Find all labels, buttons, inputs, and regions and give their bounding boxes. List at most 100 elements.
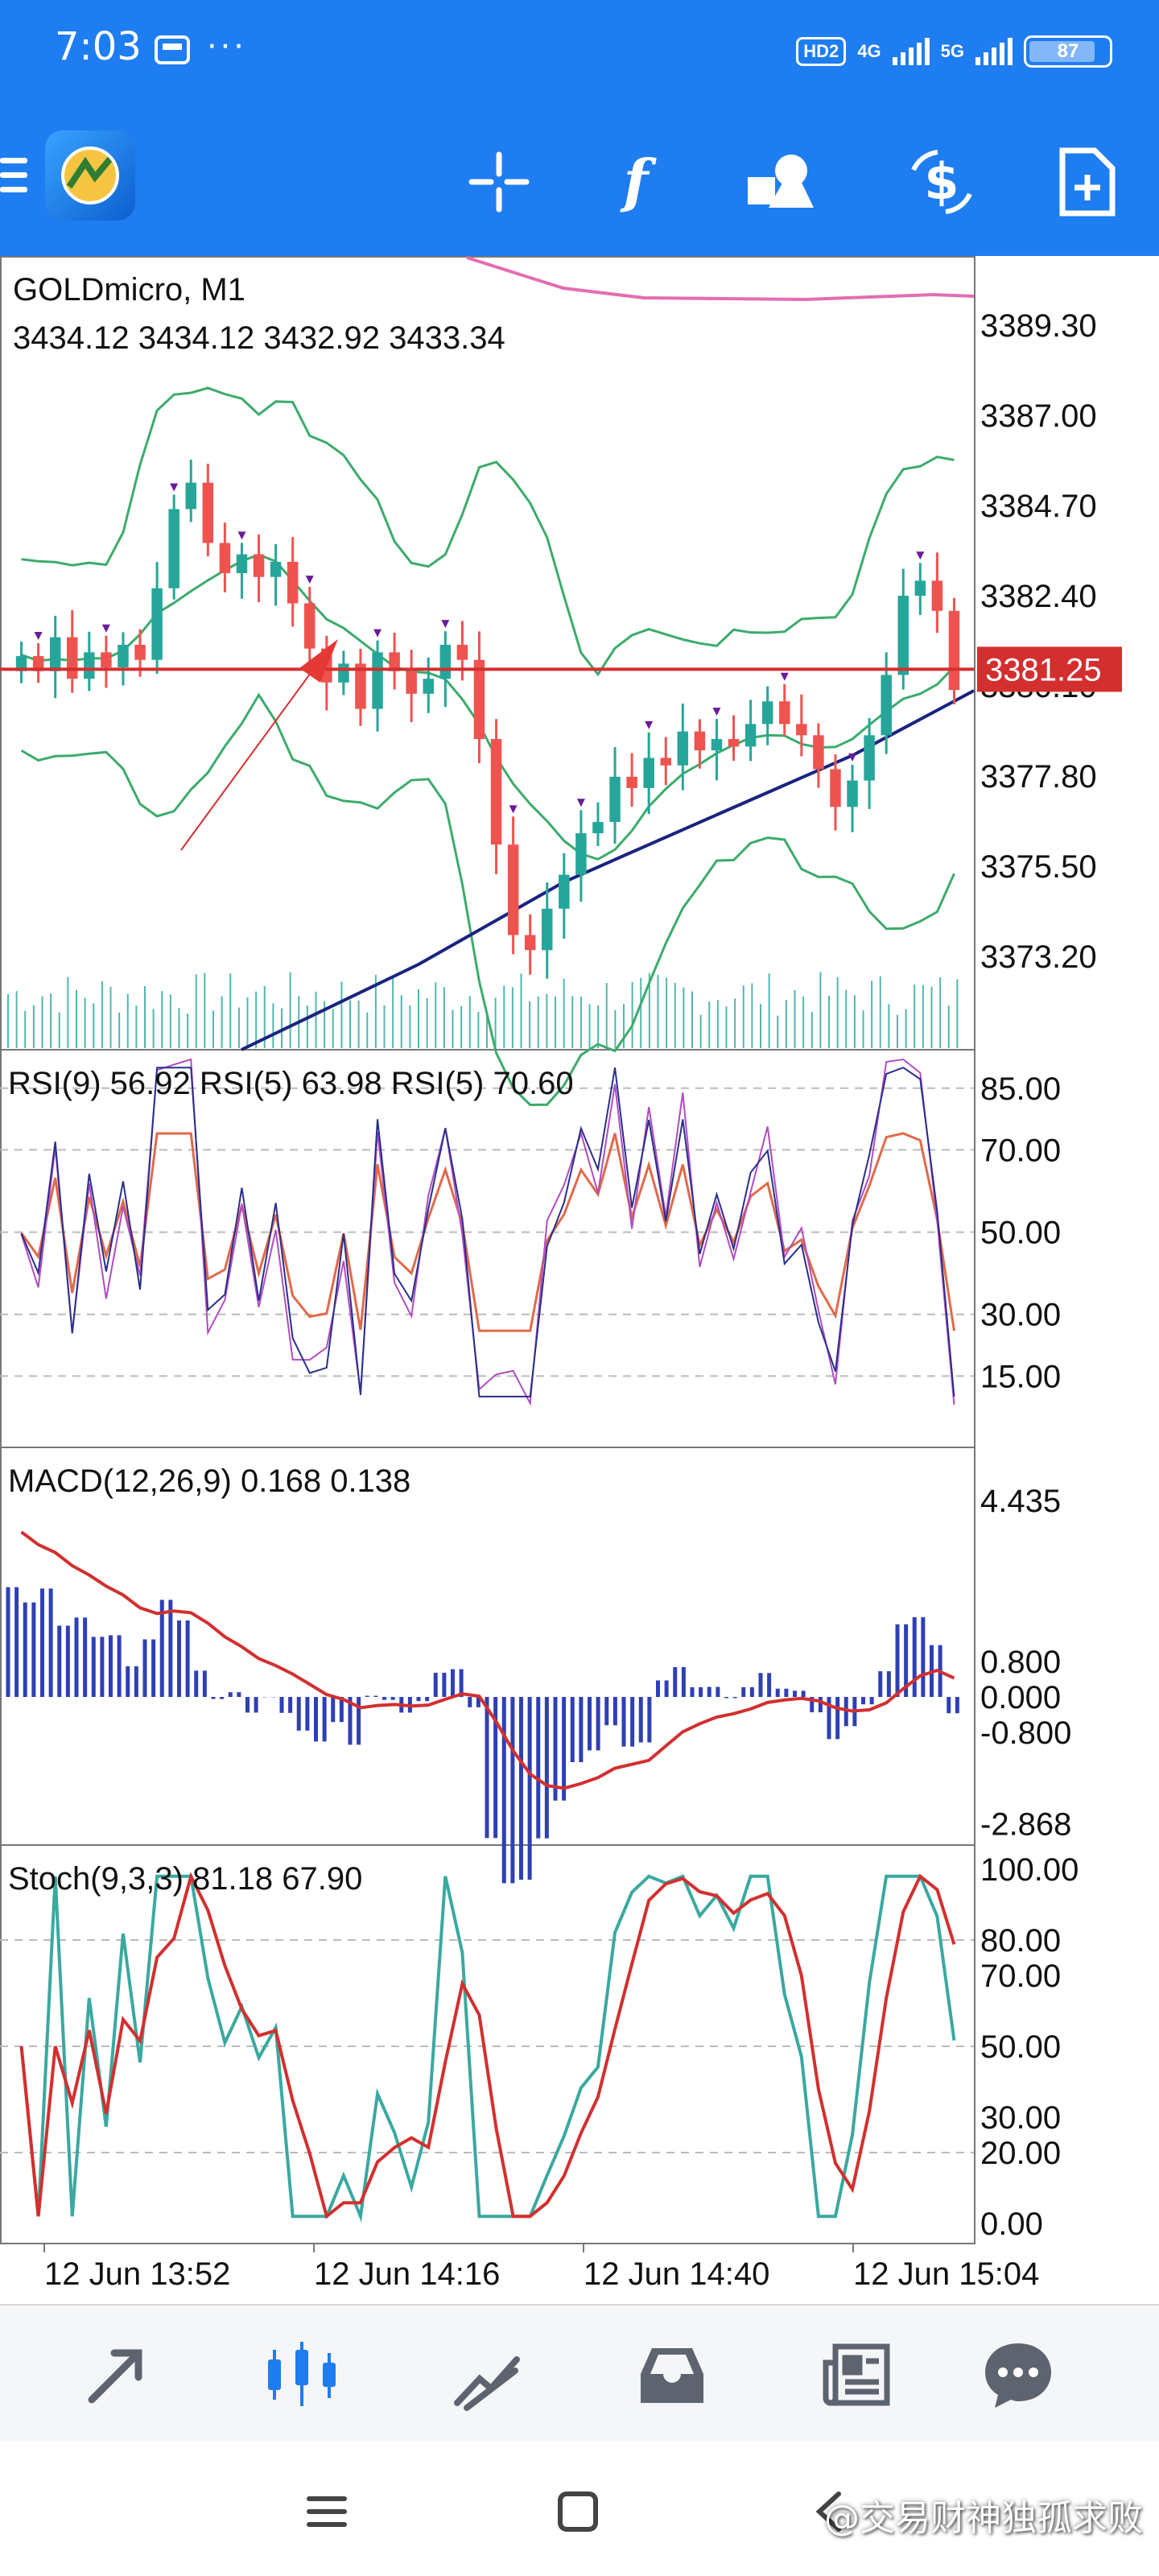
macd-tick-label: -2.868 bbox=[980, 1807, 1071, 1843]
candle-body bbox=[473, 659, 485, 740]
rsi-tick-label: 50.00 bbox=[980, 1216, 1061, 1251]
app-logo[interactable] bbox=[45, 130, 135, 221]
stoch-k-line bbox=[19, 1874, 956, 2223]
fractal-marker bbox=[305, 576, 314, 584]
price-tick-label: 3384.70 bbox=[980, 489, 1097, 524]
candle-body bbox=[626, 776, 637, 788]
crosshair-icon[interactable] bbox=[459, 142, 539, 222]
status-indicators: HD2 4G 5G 87 bbox=[796, 29, 1112, 74]
candle-body bbox=[524, 935, 536, 951]
candle-body bbox=[864, 735, 875, 781]
bollinger-middle-line bbox=[21, 553, 955, 861]
candle-body bbox=[728, 739, 740, 747]
chart-frame bbox=[0, 256, 975, 2244]
stoch-label: Stoch(9,3,3) 81.18 67.90 bbox=[8, 1861, 363, 1897]
chart-canvas[interactable]: 3389.303387.003384.703382.403380.103377.… bbox=[0, 256, 1159, 2301]
fractal-marker bbox=[237, 531, 246, 540]
time-tick-label: 12 Jun 15:04 bbox=[853, 2256, 1039, 2292]
news-icon[interactable] bbox=[813, 2334, 901, 2415]
arrow-annotation-head bbox=[299, 639, 338, 683]
fractal-marker bbox=[916, 551, 925, 560]
candle-body bbox=[84, 652, 95, 679]
rsi-tick-label: 15.00 bbox=[980, 1359, 1061, 1394]
stoch-tick-label: 100.00 bbox=[980, 1852, 1079, 1888]
signal-5g-icon bbox=[975, 38, 1013, 65]
candle-body bbox=[881, 675, 892, 736]
rsi-tick-label: 85.00 bbox=[980, 1071, 1061, 1107]
candle-body bbox=[897, 596, 909, 675]
home-icon[interactable] bbox=[546, 2479, 610, 2544]
trade-nav-icon[interactable] bbox=[443, 2334, 531, 2415]
candle-body bbox=[32, 656, 44, 671]
rsi-tick-label: 30.00 bbox=[980, 1298, 1061, 1333]
ohlc-label: 3434.12 3434.12 3432.92 3433.34 bbox=[13, 320, 505, 356]
candle-body bbox=[847, 780, 858, 807]
candle-body bbox=[287, 561, 299, 604]
moving-average-top-line bbox=[466, 256, 975, 302]
trade-icon[interactable]: $ bbox=[901, 142, 982, 222]
network-5g-label: 5G bbox=[940, 41, 964, 61]
stoch-tick-label: 50.00 bbox=[980, 2029, 1061, 2065]
price-tick-label: 3377.80 bbox=[980, 759, 1097, 795]
candle-body bbox=[118, 644, 129, 668]
macd-label: MACD(12,26,9) 0.168 0.138 bbox=[8, 1463, 411, 1499]
network-4g-label: 4G bbox=[857, 41, 881, 61]
stoch-tick-label: 20.00 bbox=[980, 2136, 1061, 2171]
candle-body bbox=[761, 701, 773, 724]
candle-body bbox=[304, 603, 316, 649]
fractal-marker bbox=[509, 805, 518, 814]
candle-body bbox=[559, 874, 570, 909]
recent-apps-icon[interactable] bbox=[295, 2479, 359, 2544]
candle-body bbox=[15, 656, 27, 671]
candle-body bbox=[372, 652, 383, 709]
macd-tick-label: -0.800 bbox=[980, 1715, 1071, 1751]
candle-body bbox=[439, 644, 452, 679]
current-price-label: 3381.25 bbox=[985, 652, 1102, 687]
svg-text:$: $ bbox=[924, 152, 959, 211]
candle-body bbox=[236, 554, 248, 573]
candle-body bbox=[67, 637, 78, 679]
candle-body bbox=[389, 652, 400, 671]
candle-body bbox=[914, 580, 926, 597]
candle-body bbox=[931, 580, 943, 611]
back-icon[interactable] bbox=[797, 2479, 861, 2544]
macd-tick-label: 0.800 bbox=[980, 1645, 1061, 1680]
battery-icon: 87 bbox=[1024, 35, 1112, 68]
candle-body bbox=[490, 739, 502, 845]
rsi-line-fast bbox=[20, 1067, 955, 1397]
indicators-icon[interactable]: f bbox=[596, 142, 676, 222]
stoch-tick-label: 30.00 bbox=[980, 2100, 1061, 2136]
candle-body bbox=[779, 701, 790, 724]
candle-body bbox=[711, 739, 723, 751]
fractal-marker bbox=[441, 620, 450, 629]
candle-body bbox=[456, 644, 468, 660]
chart-area[interactable]: 3389.303387.003384.703382.403380.103377.… bbox=[0, 256, 1159, 2301]
status-time: 7:03 bbox=[55, 24, 142, 69]
candle-body bbox=[575, 833, 587, 875]
bollinger-lower-line bbox=[20, 692, 955, 1106]
chart-icon[interactable] bbox=[258, 2334, 346, 2415]
history-icon[interactable] bbox=[628, 2334, 716, 2415]
candle-body bbox=[507, 844, 519, 935]
candle-body bbox=[338, 663, 349, 683]
candle-body bbox=[542, 908, 553, 951]
rsi-line-slow bbox=[20, 1132, 955, 1332]
objects-icon[interactable] bbox=[740, 142, 821, 222]
candle-body bbox=[101, 652, 112, 668]
quotes-icon[interactable] bbox=[72, 2334, 161, 2415]
fractal-marker bbox=[170, 483, 179, 492]
candle-body bbox=[49, 637, 61, 671]
menu-icon[interactable] bbox=[0, 158, 27, 198]
symbol-label: GOLDmicro, M1 bbox=[13, 272, 245, 308]
chat-icon[interactable] bbox=[974, 2334, 1062, 2415]
rsi-label: RSI(9) 56.92 RSI(5) 63.98 RSI(5) 70.60 bbox=[8, 1066, 574, 1101]
candle-body bbox=[406, 671, 417, 694]
svg-text:f: f bbox=[620, 150, 658, 214]
candle-body bbox=[592, 822, 604, 834]
price-tick-label: 3375.50 bbox=[980, 849, 1097, 885]
new-order-icon[interactable] bbox=[1046, 142, 1127, 222]
stoch-d-line bbox=[19, 1872, 956, 2219]
fractal-marker bbox=[576, 799, 585, 807]
fractal-marker bbox=[373, 629, 382, 638]
fractal-marker bbox=[101, 624, 110, 633]
